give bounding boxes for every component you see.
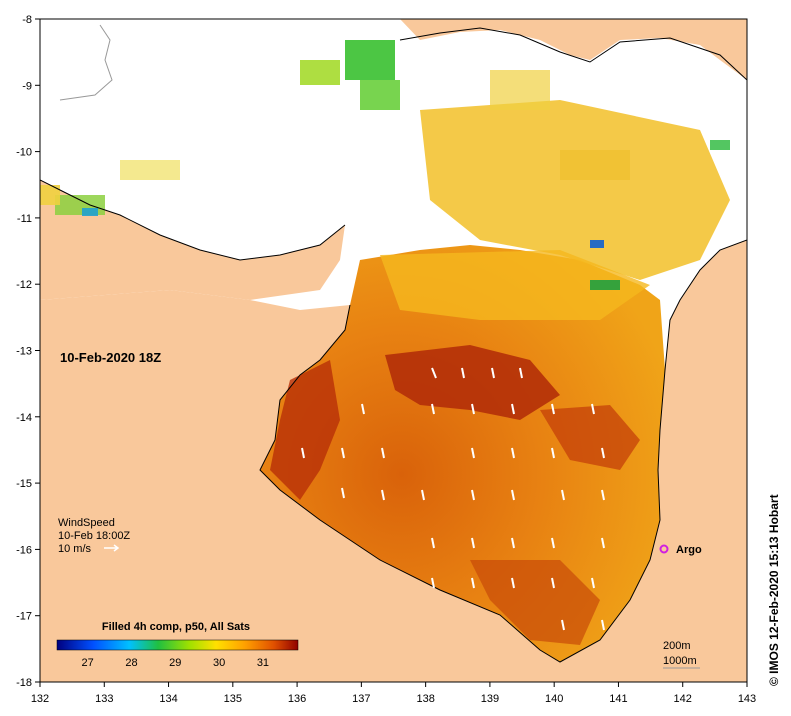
sst-field (260, 245, 665, 662)
y-tick-label: -11 (17, 213, 32, 225)
hot-west (270, 360, 340, 500)
colorbar-gradient (56, 639, 299, 651)
mild-band (380, 250, 650, 320)
northwest-land (40, 180, 345, 300)
papua-coast (400, 19, 747, 80)
colorbar-title: Filled 4h comp, p50, All Sats (102, 621, 250, 633)
x-tick-label: 132 (31, 693, 49, 705)
contour-legend: 200m 1000m (663, 640, 700, 669)
x-tick-label: 139 (481, 693, 499, 705)
river-line (59, 24, 113, 101)
x-tick-label: 140 (545, 693, 563, 705)
contour-1000m: 1000m (663, 655, 697, 667)
x-tick-label: 133 (95, 693, 113, 705)
y-tick-label: -16 (16, 544, 32, 556)
arnhem-coastline (40, 179, 346, 261)
colorbar-ticks: 27 28 29 30 31 (82, 657, 270, 669)
wind-arrows (301, 367, 605, 631)
argo-symbol (659, 544, 669, 554)
wind-legend-scale: 10 m/s (58, 543, 92, 555)
x-tick-label: 141 (609, 693, 627, 705)
x-tick-label: 136 (288, 693, 306, 705)
y-tick-label: -12 (16, 279, 32, 291)
y-tick-label: -10 (16, 147, 32, 159)
land-mass (40, 240, 747, 682)
hot-south (470, 560, 600, 645)
y-tick-label: -8 (22, 14, 32, 26)
y-tick-label: -18 (16, 677, 32, 689)
wind-legend-title: WindSpeed (58, 517, 115, 529)
credit-text: © IMOS 12-Feb-2020 15:13 Hobart (767, 494, 781, 686)
wind-legend: WindSpeed 10-Feb 18:00Z 10 m/s (58, 517, 130, 555)
y-tick-label: -13 (16, 346, 32, 358)
x-tick-label: 137 (352, 693, 370, 705)
argo-marker: Argo (659, 544, 702, 556)
x-tick-label: 134 (159, 693, 177, 705)
y-tick-label: -14 (16, 412, 32, 424)
colorbar-tick-label: 31 (257, 657, 269, 669)
contour-200m: 200m (663, 640, 691, 652)
hot-band (385, 345, 560, 420)
wind-legend-time: 10-Feb 18:00Z (58, 530, 130, 542)
x-tick-label: 142 (674, 693, 692, 705)
colorbar-tick-label: 28 (125, 657, 137, 669)
x-axis: 132 133 134 135 136 137 138 139 140 141 142 143 (31, 682, 756, 705)
y-tick-label: -17 (16, 611, 32, 623)
colorbar-tick-label: 27 (82, 657, 94, 669)
papua-coastline (399, 27, 747, 81)
hot-east (540, 405, 640, 470)
y-tick-label: -15 (16, 478, 32, 490)
x-tick-label: 143 (738, 693, 756, 705)
wind-scale-arrow (104, 544, 120, 552)
colorbar-tick-label: 29 (169, 657, 181, 669)
green-patches (40, 40, 730, 290)
timestamp-label: 10-Feb-2020 18Z (60, 350, 161, 365)
y-axis: -8 -9 -10 -11 -12 -13 -14 -15 -16 -17 -18 (16, 14, 40, 689)
colorbar: Filled 4h comp, p50, All Sats 27 28 29 30 31 (56, 621, 299, 669)
x-tick-label: 135 (224, 693, 242, 705)
mild-north (420, 100, 730, 280)
y-tick-label: -9 (22, 80, 32, 92)
mainland-coastline (259, 239, 747, 663)
x-tick-label: 138 (416, 693, 434, 705)
colorbar-tick-label: 30 (213, 657, 225, 669)
argo-label: Argo (676, 544, 702, 556)
